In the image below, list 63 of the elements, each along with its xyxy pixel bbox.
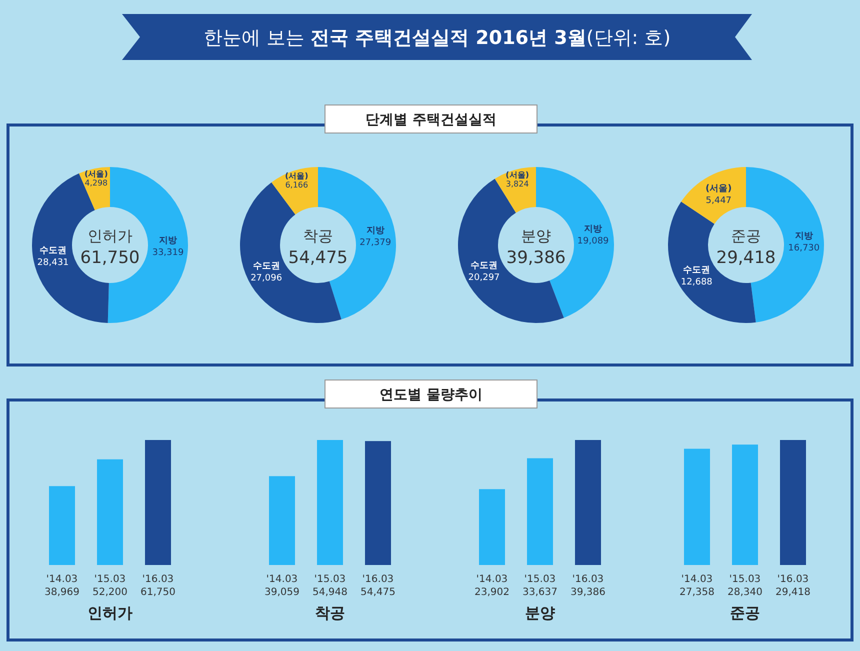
category: '14.03 (476, 574, 508, 585)
value: 33,637 (522, 587, 558, 598)
category: '16.03 (777, 574, 809, 585)
title: 준공 (731, 227, 761, 245)
value: 28,431 (37, 258, 69, 268)
category: '14.03 (46, 574, 78, 585)
label: 지방 (159, 236, 177, 246)
label: (서울) (84, 169, 108, 178)
title: 분양 (521, 227, 551, 245)
value: 16,730 (788, 243, 820, 254)
annotation: 한눈에 보는 전국 주택건설실적 2016년 3월(단위: 호) (203, 27, 671, 49)
value: 3,824 (506, 180, 529, 189)
category: '15.03 (729, 574, 761, 585)
label: 수도권 (683, 266, 710, 276)
value: 54,475 (360, 587, 396, 598)
label: 지방 (584, 224, 602, 234)
label: 지방 (794, 231, 813, 242)
title: 준공 (730, 604, 760, 622)
label: 수도권 (470, 260, 498, 271)
value: 5,447 (706, 196, 732, 206)
value: 61,750 (140, 587, 176, 598)
label: (서울) (506, 170, 529, 180)
value: 27,358 (680, 587, 714, 598)
category: '15.03 (94, 574, 126, 585)
annotation: 29,418 (716, 248, 776, 268)
annotation: 연도별 물량추이 (380, 387, 482, 403)
annotation: 61,750 (80, 248, 140, 268)
annotation: 54,475 (288, 248, 348, 268)
value: 39,059 (264, 587, 300, 598)
category: '16.03 (572, 574, 604, 585)
category: '16.03 (142, 574, 174, 585)
category: '14.03 (681, 574, 713, 585)
value: 52,200 (92, 587, 128, 598)
value: 28,340 (728, 587, 762, 598)
value: 19,089 (577, 236, 609, 246)
category: '14.03 (266, 574, 298, 585)
title: 착공 (315, 604, 345, 622)
value: 6,166 (285, 180, 308, 190)
value: 27,096 (250, 273, 282, 284)
title: 인허가 (88, 227, 132, 245)
value: 27,379 (360, 238, 392, 248)
label: 수도권 (40, 246, 67, 256)
annotation: 39,386 (506, 248, 566, 268)
title: 분양 (525, 604, 555, 622)
value: 29,418 (776, 587, 810, 598)
label: (서울) (706, 184, 732, 194)
label: (서울) (285, 171, 308, 180)
value: 54,948 (312, 587, 348, 598)
category: '15.03 (314, 574, 346, 585)
value: 20,297 (468, 272, 500, 283)
category: '16.03 (362, 574, 394, 585)
title: 착공 (303, 227, 333, 245)
value: 38,969 (44, 587, 80, 598)
value: 39,386 (570, 587, 606, 598)
value: 4,298 (84, 178, 108, 188)
value: 12,688 (680, 278, 712, 288)
value: 23,902 (474, 587, 510, 598)
label: 수도권 (252, 261, 280, 272)
annotation: 단계별 주택건설실적 (366, 112, 496, 128)
category: '15.03 (524, 574, 556, 585)
title: 인허가 (88, 604, 132, 622)
label: 지방 (366, 226, 384, 236)
value: 33,319 (152, 248, 184, 258)
